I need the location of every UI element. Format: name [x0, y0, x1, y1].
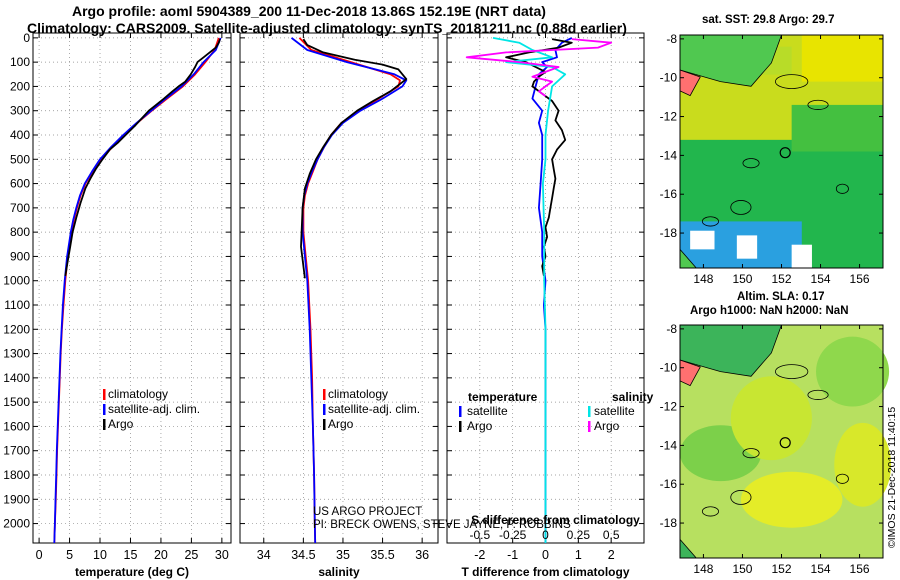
series-line-argo [300, 38, 408, 279]
x-tick-label: 35 [336, 548, 350, 562]
difference-panel: -2 -1 0 1 2 T difference from climatology temp… [446, 32, 654, 579]
top-axis-label: S difference from climatology [471, 513, 640, 527]
legend-label: satellite-adj. clim. [328, 402, 420, 416]
depth-tick-label: 1700 [3, 444, 30, 458]
x-axis-label: T difference from climatology [461, 565, 629, 579]
depth-tick-label: 1200 [3, 322, 30, 336]
chart-title-line2: Climatology: CARS2009. Satellite-adjuste… [27, 20, 627, 36]
depth-tick-label: 600 [10, 177, 30, 191]
top-tick-label: 0.5 [603, 528, 620, 542]
legend-swatch [103, 404, 106, 415]
x-tick-label: 0 [36, 548, 43, 562]
depth-tick-label: 0 [23, 31, 30, 45]
credit-line2: PI: BRECK OWENS, STEVE JAYNE, P. ROBBINS [313, 519, 571, 531]
panel-frame [239, 32, 439, 544]
x-tick-label: 30 [215, 548, 229, 562]
legend-swatch [323, 404, 326, 415]
legend-swatch [323, 419, 326, 430]
depth-tick-label: 2000 [3, 517, 30, 531]
depth-tick-label: 500 [10, 152, 30, 166]
map2-title1: Altim. SLA: 0.17 [737, 291, 825, 303]
depth-tick-label: 300 [10, 104, 30, 118]
legend-label: Argo [594, 419, 620, 433]
imos-footer: ©IMOS 21-Dec-2018 11:40:15 [886, 406, 898, 548]
depth-tick-label: 1300 [3, 347, 30, 361]
top-tick-label: 0.25 [567, 528, 591, 542]
top-tick-label: 0 [542, 528, 549, 542]
depth-tick-label: 400 [10, 128, 30, 142]
depth-tick-label: 1500 [3, 395, 30, 409]
legend-label: satellite [467, 404, 508, 418]
x-tick-label: 34 [257, 548, 271, 562]
legend-swatch [103, 419, 106, 430]
temperature-panel: 0 5 10 15 20 25 300100200300400500600700800900… [3, 31, 232, 579]
x-tick-label: 1 [575, 548, 582, 562]
legend-label: Argo [328, 417, 354, 431]
legend-swatch [103, 389, 106, 400]
legend-swatch [459, 421, 462, 432]
series-line-climatology [53, 37, 220, 544]
legend-label: climatology [328, 387, 388, 401]
credit-line1: US ARGO PROJECT [313, 506, 423, 518]
depth-tick-label: 1900 [3, 492, 30, 506]
legend-swatch [459, 406, 462, 417]
x-tick-label: 34.5 [291, 548, 315, 562]
top-tick-label: -0.5 [469, 528, 490, 542]
legend-label: Argo [108, 417, 134, 431]
x-tick-label: 25 [184, 548, 198, 562]
depth-tick-label: 100 [10, 55, 30, 69]
panel-frame [32, 32, 232, 544]
legend-title-right: salinity [612, 390, 654, 404]
x-axis-label: temperature (deg C) [75, 565, 189, 579]
depth-tick-label: 200 [10, 79, 30, 93]
depth-tick-label: 1400 [3, 371, 30, 385]
depth-tick-label: 1100 [4, 298, 30, 312]
x-tick-label: 0 [542, 548, 549, 562]
x-tick-label: -1 [507, 548, 518, 562]
depth-tick-label: 700 [10, 201, 30, 215]
x-tick-label: 10 [93, 548, 107, 562]
x-tick-label: 2 [608, 548, 615, 562]
depth-tick-label: 1800 [3, 468, 30, 482]
depth-tick-label: 800 [10, 225, 30, 239]
depth-tick-label: 1600 [3, 419, 30, 433]
x-tick-label: 35.5 [370, 548, 394, 562]
depth-tick-label: 900 [10, 249, 30, 263]
legend-label: satellite [594, 404, 635, 418]
x-tick-label: 20 [154, 548, 168, 562]
x-tick-label: 15 [124, 548, 138, 562]
depth-tick-label: 1000 [3, 274, 30, 288]
x-axis-label: salinity [318, 565, 360, 579]
chart-title-line1: Argo profile: aoml 5904389_200 11-Dec-20… [72, 3, 546, 19]
x-tick-label: -2 [474, 548, 485, 562]
legend-swatch [588, 421, 591, 432]
top-tick-label: -0.25 [499, 528, 527, 542]
map2-title2: Argo h1000: NaN h2000: NaN [690, 305, 849, 317]
series-line-s-satellite [492, 37, 567, 543]
series-line-s-argo [465, 38, 613, 97]
map1-title: sat. SST: 29.8 Argo: 29.7 [702, 14, 835, 26]
series-line-satellite [53, 37, 222, 544]
legend-swatch [588, 406, 591, 417]
x-tick-label: 5 [66, 548, 73, 562]
series-line-argo [64, 38, 221, 277]
legend-label: climatology [108, 387, 168, 401]
salinity-panel: 34 34.5 35 35.5 36 salinity climatologysatelli… [239, 32, 439, 579]
legend-swatch [323, 389, 326, 400]
x-tick-label: 36 [415, 548, 429, 562]
series-line-satellite [290, 37, 408, 544]
series-line-t-satellite [531, 37, 573, 543]
legend-title-left: temperature [468, 390, 538, 404]
legend-label: satellite-adj. clim. [108, 402, 200, 416]
legend-label: Argo [467, 419, 493, 433]
